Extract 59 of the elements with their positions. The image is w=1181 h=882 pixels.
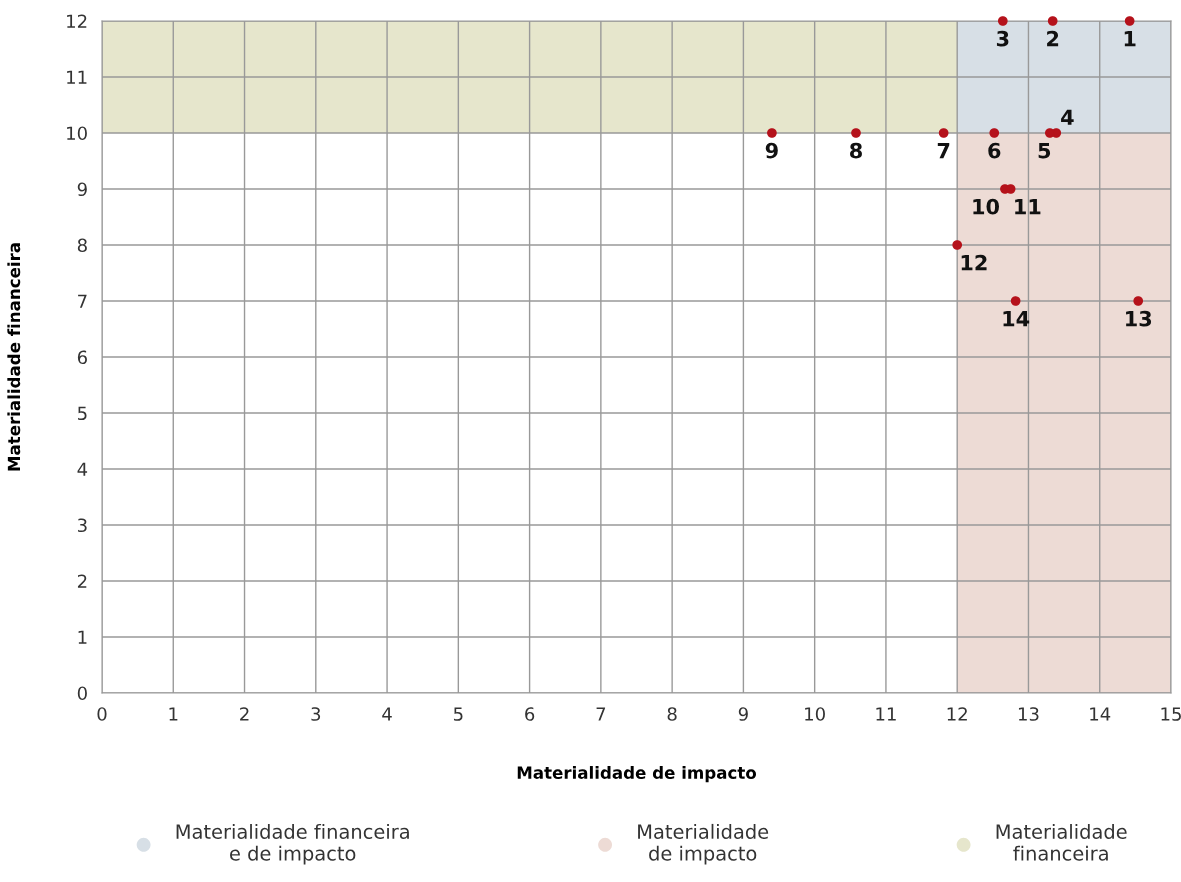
y-tick-label: 5 bbox=[78, 406, 87, 421]
annotation: 7 bbox=[937, 143, 950, 159]
annotation: 8 bbox=[850, 142, 862, 159]
annotation: 4 bbox=[1061, 109, 1074, 125]
annotation: 12 bbox=[961, 254, 987, 271]
x-tick-label: 6 bbox=[525, 707, 535, 721]
annotation: 2 bbox=[1047, 30, 1059, 47]
y-axis-title: Materialidade financeira bbox=[7, 243, 21, 471]
x-tick-label: 2 bbox=[240, 707, 249, 721]
y-tick-label: 12 bbox=[67, 14, 87, 28]
legend-label: Materialidade financeira bbox=[996, 823, 1127, 861]
annotation: 3 bbox=[996, 30, 1009, 47]
y-tick-label: 1 bbox=[78, 630, 87, 644]
x-tick-label: 14 bbox=[1090, 707, 1111, 721]
legend-label: Materialidade de impacto bbox=[638, 823, 769, 865]
x-tick-label: 11 bbox=[876, 707, 896, 721]
y-tick-label: 10 bbox=[67, 126, 87, 141]
x-tick-label: 13 bbox=[1018, 707, 1039, 721]
point bbox=[938, 128, 949, 138]
point bbox=[989, 128, 1000, 138]
point bbox=[1124, 16, 1135, 26]
y-tick-label: 3 bbox=[78, 518, 87, 533]
point bbox=[1133, 296, 1144, 306]
point bbox=[767, 128, 777, 138]
x-tick-label: 15 bbox=[1161, 707, 1181, 721]
point bbox=[1044, 128, 1055, 138]
annotation: 9 bbox=[765, 142, 778, 159]
y-tick-label: 4 bbox=[77, 462, 88, 476]
y-tick-label: 0 bbox=[77, 686, 87, 701]
annotation: 10 bbox=[973, 198, 999, 215]
point bbox=[1010, 296, 1021, 306]
x-tick-label: 0 bbox=[97, 707, 107, 721]
annotation: 6 bbox=[988, 142, 1001, 159]
annotation: 14 bbox=[1003, 311, 1030, 327]
x-tick-label: 9 bbox=[738, 707, 748, 721]
x-tick-label: 3 bbox=[311, 707, 321, 721]
x-tick-label: 1 bbox=[169, 707, 178, 721]
point bbox=[952, 240, 963, 250]
x-tick-label: 8 bbox=[667, 707, 677, 721]
y-tick-label: 11 bbox=[67, 70, 87, 84]
annotation: 1 bbox=[1124, 31, 1136, 47]
point bbox=[997, 16, 1008, 26]
point bbox=[1047, 16, 1058, 26]
annotation: 5 bbox=[1038, 143, 1051, 159]
y-tick-label: 7 bbox=[78, 294, 87, 308]
annotation: 11 bbox=[1015, 199, 1041, 215]
y-tick-label: 2 bbox=[77, 574, 87, 588]
point bbox=[851, 128, 861, 138]
legend-label: Materialidade financeira e de impacto bbox=[176, 823, 409, 865]
x-tick-label: 4 bbox=[382, 707, 392, 721]
x-tick-label: 7 bbox=[596, 707, 606, 721]
y-tick-label: 9 bbox=[77, 182, 87, 197]
y-tick-label: 8 bbox=[77, 238, 87, 253]
annotation: 13 bbox=[1126, 310, 1152, 327]
y-tick-label: 6 bbox=[77, 350, 87, 365]
x-tick-label: 5 bbox=[453, 707, 463, 721]
x-axis-title: Materialidade de impacto bbox=[517, 766, 757, 783]
x-tick-label: 10 bbox=[805, 707, 825, 721]
x-tick-label: 12 bbox=[947, 707, 967, 721]
